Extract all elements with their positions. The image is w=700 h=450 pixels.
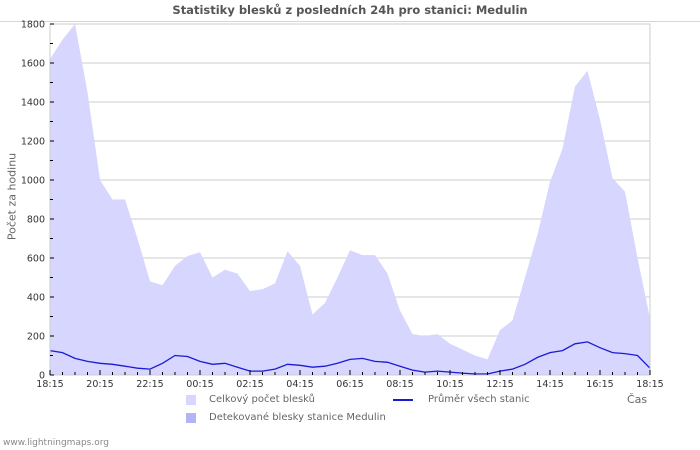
svg-text:12:15: 12:15 bbox=[486, 379, 513, 390]
x-axis-label: Čas bbox=[627, 393, 648, 406]
svg-text:400: 400 bbox=[27, 293, 45, 304]
legend-average: Průměr všech stanic bbox=[393, 394, 530, 405]
svg-text:600: 600 bbox=[27, 254, 45, 265]
svg-text:22:15: 22:15 bbox=[136, 379, 163, 390]
legend-swatch-detected bbox=[186, 412, 196, 423]
footer-link[interactable]: www.lightningmaps.org bbox=[3, 438, 109, 448]
chart-title: Statistiky blesků z posledních 24h pro s… bbox=[172, 3, 528, 17]
legend-detected: Detekované blesky stanice Medulin bbox=[186, 412, 386, 423]
svg-text:800: 800 bbox=[27, 215, 45, 226]
svg-text:14:15: 14:15 bbox=[536, 379, 563, 390]
svg-text:16:15: 16:15 bbox=[586, 379, 613, 390]
svg-text:02:15: 02:15 bbox=[236, 379, 263, 390]
legend-swatch-average bbox=[393, 398, 413, 401]
svg-text:200: 200 bbox=[27, 332, 45, 343]
legend-total: Celkový počet blesků bbox=[186, 394, 315, 405]
svg-text:1000: 1000 bbox=[21, 176, 45, 187]
svg-text:08:15: 08:15 bbox=[386, 379, 413, 390]
legend-label-detected: Detekované blesky stanice Medulin bbox=[209, 412, 386, 423]
svg-text:1400: 1400 bbox=[21, 98, 45, 109]
svg-text:06:15: 06:15 bbox=[336, 379, 363, 390]
average-all-stations-line bbox=[49, 341, 651, 375]
total-strikes-area bbox=[50, 24, 650, 375]
title-divider bbox=[0, 21, 700, 22]
axes: 0 200 400 600 800 1000 1200 1400 1600 1800 18:15 20… bbox=[21, 20, 664, 391]
svg-text:1800: 1800 bbox=[21, 20, 45, 31]
legend-swatch-total bbox=[186, 394, 196, 405]
svg-text:1600: 1600 bbox=[21, 59, 45, 70]
svg-text:1200: 1200 bbox=[21, 137, 45, 148]
legend-label-total: Celkový počet blesků bbox=[209, 394, 316, 405]
svg-text:18:15: 18:15 bbox=[636, 379, 663, 390]
legend-label-average: Průměr všech stanic bbox=[428, 394, 530, 405]
svg-text:0: 0 bbox=[39, 371, 45, 382]
svg-text:00:15: 00:15 bbox=[186, 379, 213, 390]
svg-text:18:15: 18:15 bbox=[36, 379, 63, 390]
svg-text:10:15: 10:15 bbox=[436, 379, 463, 390]
y-axis-label: Počet za hodinu bbox=[5, 152, 19, 241]
svg-text:20:15: 20:15 bbox=[86, 379, 113, 390]
svg-text:04:15: 04:15 bbox=[286, 379, 313, 390]
